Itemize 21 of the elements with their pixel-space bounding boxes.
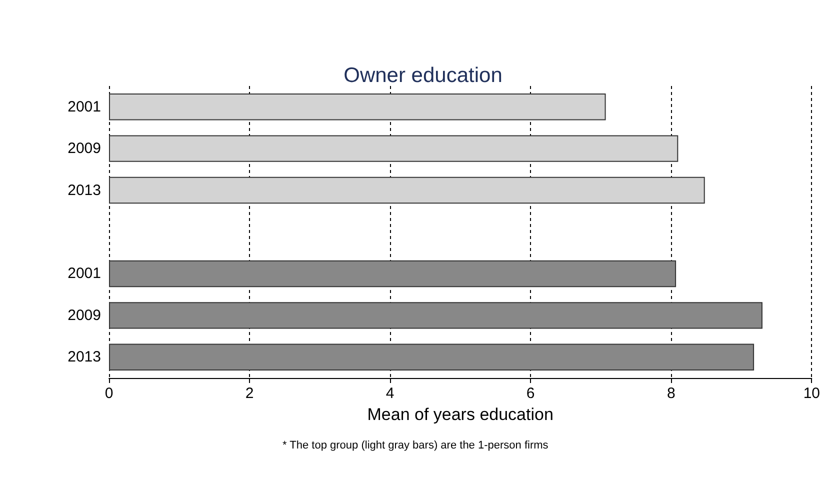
bar	[109, 135, 678, 162]
y-tick-label: 2001	[68, 265, 101, 282]
y-tick-label: 2001	[68, 98, 101, 116]
x-axis-title: Mean of years education	[367, 405, 554, 424]
chart-title: Owner education	[344, 64, 502, 87]
x-tick-label: 0	[104, 385, 114, 402]
y-tick-label: 2009	[68, 140, 101, 158]
bar	[109, 344, 754, 370]
bar	[109, 176, 705, 204]
y-tick-label: 2013	[68, 348, 101, 366]
y-tick-label: 2009	[68, 306, 101, 324]
x-tick-label: 6	[526, 385, 535, 402]
bar	[109, 260, 676, 288]
x-tick-label: 10	[803, 385, 820, 402]
x-tick-label: 4	[386, 385, 394, 402]
x-tick-label: 2	[245, 385, 254, 402]
text: * The top group (light gray bars) are the 1-person firms	[282, 440, 549, 452]
bar	[109, 302, 762, 329]
y-tick-label: 2013	[68, 182, 101, 199]
x-tick-label: 8	[666, 385, 676, 402]
bar	[109, 94, 606, 120]
